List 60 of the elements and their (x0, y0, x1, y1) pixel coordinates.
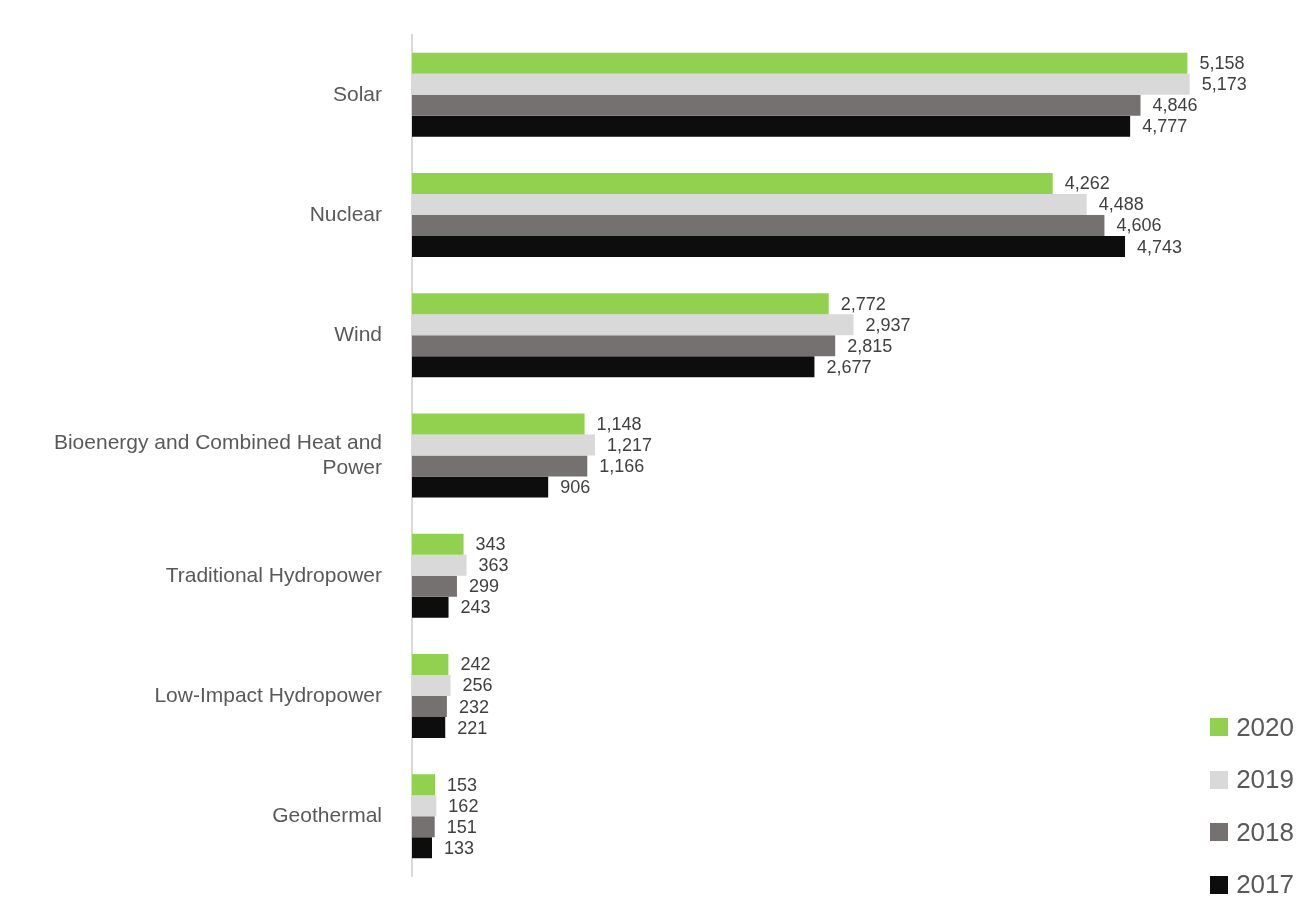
data-label: 232 (458, 696, 489, 717)
y-tick-label: Low-Impact Hydropower (154, 682, 382, 706)
y-tick-label: Geothermal (272, 803, 382, 827)
bar (412, 455, 588, 477)
bar (412, 476, 549, 498)
data-label: 221 (457, 717, 488, 738)
bar (412, 115, 1131, 137)
bar (412, 335, 836, 357)
data-label: 4,743 (1137, 236, 1183, 257)
bar (412, 214, 1105, 237)
bar (412, 717, 446, 739)
data-label: 4,262 (1064, 173, 1110, 194)
data-label: 299 (468, 576, 499, 597)
legend-label: 2020 (1236, 711, 1294, 743)
bar (412, 696, 447, 718)
y-tick-label: Wind (334, 322, 382, 346)
data-label: 151 (446, 816, 477, 837)
data-label: 243 (460, 597, 491, 618)
data-label: 256 (462, 675, 493, 696)
data-label: 4,606 (1116, 215, 1162, 236)
data-label: 2,677 (826, 356, 872, 377)
y-tick-label: Nuclear (309, 201, 382, 225)
bar (412, 172, 1053, 194)
bar (412, 575, 457, 597)
y-tick-label: Solar (332, 81, 382, 105)
data-label: 4,488 (1098, 194, 1144, 215)
data-label: 363 (478, 555, 509, 576)
y-tick-label: Traditional Hydropower (165, 562, 382, 586)
data-label: 1,166 (599, 455, 645, 476)
data-label: 906 (560, 477, 591, 498)
bar (412, 236, 1126, 258)
bar (412, 293, 829, 315)
legend-label: 2017 (1236, 869, 1294, 901)
data-label: 162 (448, 795, 479, 816)
bar (412, 653, 449, 675)
bar (412, 533, 464, 555)
bar (412, 356, 815, 378)
y-tick-label: Bioenergy and Combined Heat and Power (53, 429, 382, 478)
bar (412, 816, 435, 838)
data-label: 5,158 (1199, 53, 1245, 74)
legend-label: 2018 (1236, 816, 1294, 848)
bar (412, 837, 432, 859)
data-label: 2,815 (847, 335, 893, 356)
data-label: 2,772 (840, 293, 886, 314)
bar (412, 413, 585, 435)
data-label: 153 (447, 774, 478, 795)
bar (412, 774, 435, 796)
bar (412, 596, 449, 618)
data-label: 1,217 (606, 434, 652, 455)
data-label: 5,173 (1201, 74, 1247, 95)
bar (412, 52, 1188, 74)
data-label: 4,846 (1152, 95, 1198, 116)
data-label: 242 (460, 654, 491, 675)
data-label: 343 (475, 534, 506, 555)
data-label: 2,937 (865, 314, 911, 335)
legend-label: 2019 (1236, 764, 1294, 796)
data-label: 133 (443, 837, 475, 858)
data-label: 1,148 (596, 413, 642, 434)
bar (412, 94, 1141, 116)
data-label: 4,777 (1142, 116, 1188, 137)
